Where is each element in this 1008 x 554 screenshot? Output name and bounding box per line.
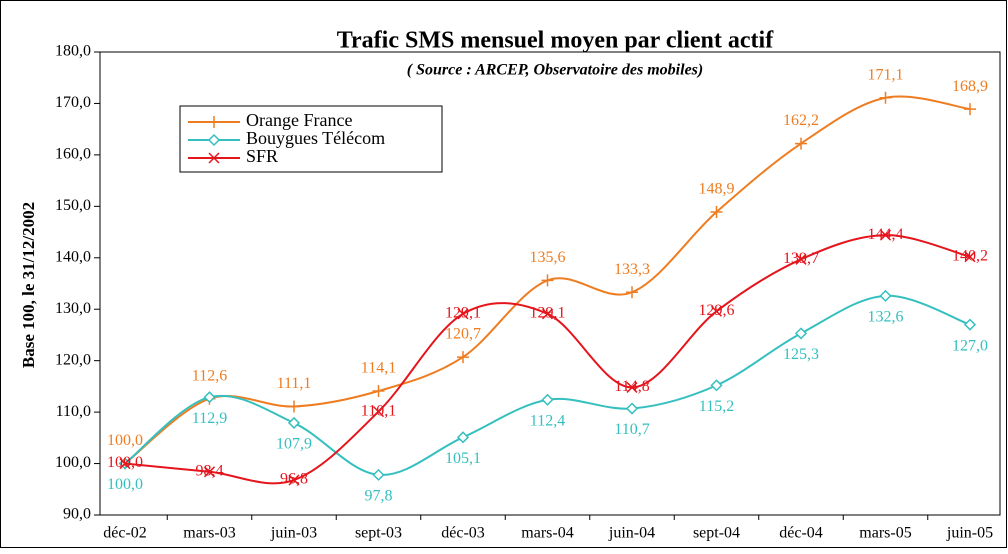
marker: [372, 385, 385, 398]
x-tick-label: juin-03: [270, 525, 317, 542]
data-label: 120,7: [445, 326, 481, 343]
x-tick-label: juin-05: [946, 525, 993, 542]
data-label: 105,1: [445, 450, 481, 467]
marker: [710, 379, 723, 392]
marker: [119, 458, 131, 470]
marker: [626, 381, 638, 393]
data-label: 97,8: [365, 488, 393, 505]
plot-area: [99, 51, 1001, 516]
data-label: 112,6: [192, 367, 227, 384]
data-label: 129,1: [530, 305, 566, 322]
marker: [879, 229, 892, 241]
data-label: 112,9: [192, 410, 227, 427]
marker: [287, 416, 301, 429]
x-tick-label: sept-03: [355, 525, 402, 542]
marker: [879, 289, 892, 302]
y-tick-label: 160,0: [55, 146, 91, 163]
data-label: 114,8: [614, 378, 649, 395]
data-label: 171,1: [868, 66, 904, 83]
marker: [207, 133, 221, 147]
marker: [710, 305, 723, 317]
y-tick-label: 170,0: [55, 94, 91, 111]
y-tick-label: 150,0: [55, 197, 91, 214]
marker: [795, 137, 807, 150]
y-tick-label: 110,0: [56, 403, 91, 420]
marker: [288, 400, 300, 413]
x-tick-label: juin-04: [608, 525, 655, 542]
marker: [541, 274, 554, 287]
marker: [457, 351, 469, 364]
x-tick-label: mars-03: [183, 525, 235, 542]
marker: [626, 286, 638, 299]
legend-label: SFR: [246, 146, 278, 166]
data-label: 148,9: [699, 181, 735, 198]
y-tick-label: 130,0: [55, 300, 91, 317]
data-label: 100,0: [107, 476, 143, 493]
x-tick-label: mars-04: [521, 525, 573, 542]
data-label: 132,6: [868, 309, 904, 326]
x-tick-label: déc-04: [779, 525, 823, 542]
data-label: 127,0: [952, 337, 988, 354]
x-tick-label: sept-04: [693, 525, 740, 542]
x-tick-label: mars-05: [859, 525, 911, 542]
data-label: 129,6: [699, 302, 735, 319]
data-label: 110,1: [361, 402, 396, 419]
chart-title: Trafic SMS mensuel moyen par client acti…: [337, 28, 774, 54]
data-label: 168,9: [952, 78, 988, 95]
data-label: 135,6: [530, 249, 566, 266]
marker: [964, 103, 976, 116]
legend-label: Bouygues Télécom: [246, 128, 385, 148]
marker: [208, 152, 220, 164]
marker: [625, 402, 639, 415]
data-label: 114,1: [361, 360, 396, 377]
data-label: 129,1: [445, 305, 481, 322]
y-axis-label: Base 100, le 31/12/2002: [19, 202, 38, 368]
data-label: 162,2: [783, 112, 819, 129]
marker: [208, 116, 220, 128]
marker: [457, 308, 469, 320]
data-label: 140,2: [952, 247, 988, 264]
data-label: 112,4: [530, 412, 565, 429]
marker: [456, 431, 470, 444]
marker: [795, 253, 807, 265]
marker: [203, 466, 216, 478]
y-tick-label: 180,0: [55, 43, 91, 60]
data-label: 111,1: [277, 375, 312, 392]
marker: [963, 318, 977, 331]
data-label: 133,3: [614, 261, 650, 278]
data-label: 100,0: [107, 454, 143, 471]
marker: [288, 474, 300, 486]
y-tick-label: 100,0: [55, 454, 91, 471]
x-tick-label: déc-02: [103, 525, 147, 542]
marker: [541, 308, 554, 320]
marker: [372, 468, 385, 481]
x-tick-label: déc-03: [441, 525, 485, 542]
marker: [372, 406, 385, 418]
marker: [879, 91, 892, 104]
marker: [794, 327, 808, 340]
legend-label: Orange France: [246, 110, 352, 130]
data-label: 144,4: [868, 226, 904, 243]
data-label: 110,7: [614, 421, 649, 438]
data-label: 98,4: [196, 462, 224, 479]
data-label: 96,8: [280, 471, 308, 488]
data-label: 139,7: [783, 250, 819, 267]
chart-subtitle: ( Source : ARCEP, Observatoire des mobil…: [407, 62, 703, 79]
y-tick-label: 120,0: [55, 351, 91, 368]
data-label: 125,3: [783, 346, 819, 363]
data-label: 115,2: [699, 398, 734, 415]
marker: [203, 391, 216, 404]
data-label: 107,9: [276, 436, 312, 453]
data-label: 100,0: [107, 432, 143, 449]
marker: [710, 205, 723, 218]
y-tick-label: 90,0: [63, 506, 91, 523]
y-tick-label: 140,0: [55, 248, 91, 265]
marker: [964, 251, 976, 263]
marker: [541, 393, 554, 406]
